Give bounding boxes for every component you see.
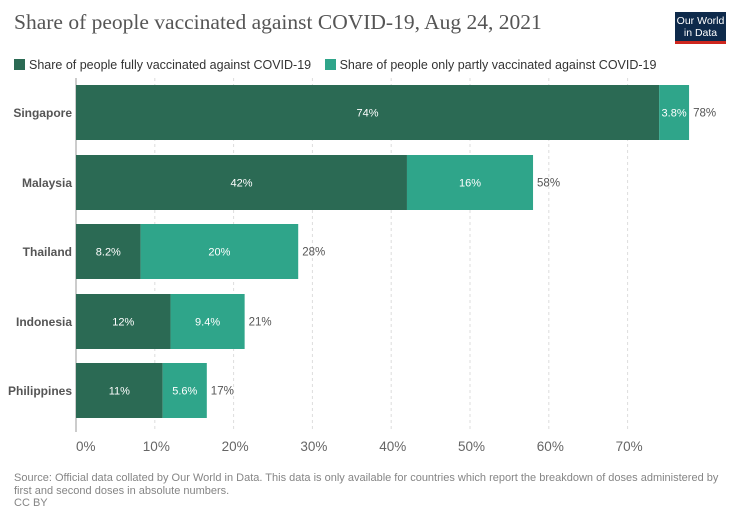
legend-label-partly: Share of people only partly vaccinated a… — [339, 58, 657, 72]
data-label-fully: 42% — [230, 178, 252, 190]
data-label-partly: 16% — [459, 178, 481, 190]
data-label-partly: 20% — [208, 247, 230, 259]
x-tick-label: 60% — [537, 439, 564, 454]
total-label: 28% — [302, 247, 325, 259]
logo-line-2: in Data — [683, 27, 718, 39]
total-label: 21% — [249, 317, 272, 329]
total-label: 17% — [211, 386, 234, 398]
chart-legend: Share of people fully vaccinated against… — [14, 58, 666, 72]
x-tick-label: 10% — [143, 439, 170, 454]
category-label: Thailand — [23, 245, 72, 259]
data-label-fully: 12% — [112, 317, 134, 329]
bar-fully-vaccinated — [76, 224, 141, 279]
bar-partly-vaccinated — [170, 294, 245, 349]
x-tick-label: 30% — [300, 439, 327, 454]
source-note: Source: Official data collated by Our Wo… — [14, 472, 719, 497]
x-tick-label: 50% — [458, 439, 485, 454]
bar-fully-vaccinated — [76, 85, 660, 140]
category-label: Philippines — [8, 384, 72, 398]
bar-partly-vaccinated — [140, 224, 299, 279]
data-label-fully: 8.2% — [96, 247, 121, 259]
total-label: 78% — [693, 108, 716, 120]
chart-title: Share of people vaccinated against COVID… — [14, 10, 542, 34]
data-label-partly: 5.6% — [172, 386, 197, 398]
chart-footer: Source: Official data collated by Our Wo… — [14, 472, 726, 510]
category-label: Singapore — [13, 106, 72, 120]
legend-item-partly[interactable]: Share of people only partly vaccinated a… — [324, 58, 657, 72]
category-label: Malaysia — [22, 176, 72, 190]
legend-label-fully: Share of people fully vaccinated against… — [29, 58, 312, 72]
logo-line-1: Our World — [676, 15, 725, 27]
data-label-partly: 9.4% — [195, 317, 220, 329]
bar-fully-vaccinated — [76, 155, 407, 210]
bar-fully-vaccinated — [76, 294, 171, 349]
category-label: Indonesia — [16, 315, 72, 329]
total-label: 58% — [537, 178, 560, 190]
data-label-fully: 11% — [109, 386, 130, 398]
owid-logo[interactable]: Our World in Data — [675, 12, 726, 44]
x-tick-label: 20% — [222, 439, 249, 454]
legend-swatch-fully — [14, 59, 25, 70]
bar-partly-vaccinated — [162, 363, 207, 418]
license-note: CC BY — [14, 497, 48, 509]
x-tick-label: 0% — [76, 439, 96, 454]
bar-partly-vaccinated — [406, 155, 534, 210]
data-label-partly: 3.8% — [662, 108, 687, 120]
x-tick-label: 70% — [616, 439, 643, 454]
x-tick-label: 40% — [379, 439, 406, 454]
data-label-fully: 74% — [357, 108, 379, 120]
bar-fully-vaccinated — [76, 363, 163, 418]
legend-item-fully[interactable]: Share of people fully vaccinated against… — [14, 58, 311, 72]
legend-swatch-partly — [324, 59, 336, 70]
bar-partly-vaccinated — [659, 85, 690, 140]
